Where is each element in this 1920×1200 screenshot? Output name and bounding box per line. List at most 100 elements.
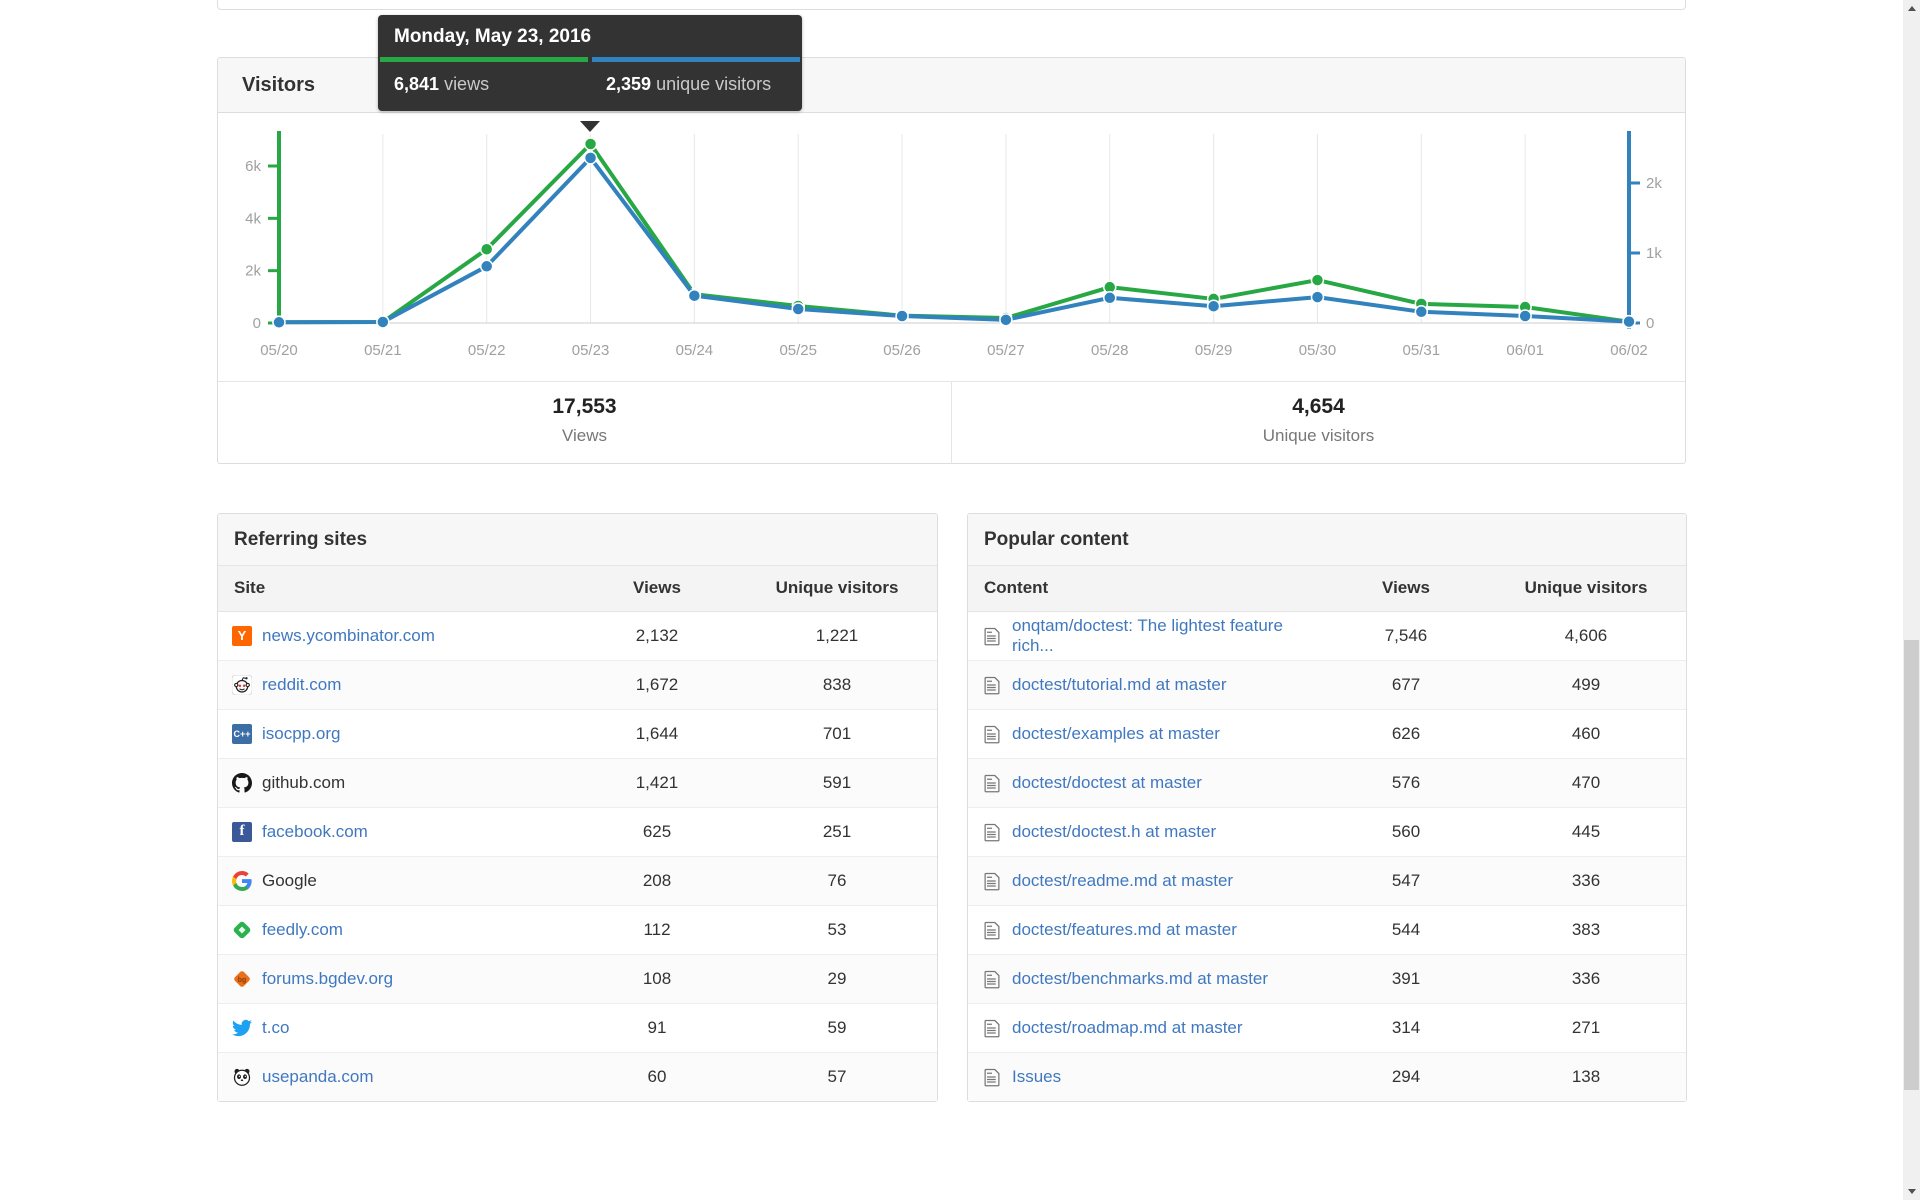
popular-content-row: doctest/tutorial.md at master 677 499 — [968, 659, 1686, 709]
data-point-unique-05/24[interactable] — [687, 288, 702, 303]
popular-content-link[interactable]: onqtam/doctest: The lightest feature ric… — [1012, 615, 1283, 655]
google-icon — [232, 870, 252, 891]
popular-content-link[interactable]: Issues — [1012, 1066, 1062, 1086]
popular-content-title: Popular content — [968, 514, 1686, 566]
scrollbar-down-button[interactable] — [1903, 1183, 1920, 1200]
data-point-views-05/23[interactable] — [583, 137, 598, 151]
popular-content-link[interactable]: doctest/roadmap.md at master — [1012, 1017, 1243, 1037]
popular-content-views: 294 — [1326, 1051, 1486, 1101]
data-point-unique-05/27[interactable] — [999, 313, 1013, 327]
popular-content-link[interactable]: doctest/benchmarks.md at master — [1012, 968, 1269, 988]
popular-content-link[interactable]: doctest/examples at master — [1012, 723, 1220, 743]
facebook-icon: f — [232, 821, 252, 842]
x-axis-label-05/29: 05/29 — [1195, 342, 1233, 359]
popular-content-link[interactable]: doctest/readme.md at master — [1012, 870, 1234, 890]
visitors-card: Visitors 05/20 05/21 05/22 05/23 05/24 05/25 0… — [217, 57, 1686, 464]
data-point-views-05/30[interactable] — [1310, 273, 1325, 287]
summary-views: 17,553 Views — [218, 382, 952, 464]
reddit-icon — [232, 674, 252, 695]
x-axis-label-05/25: 05/25 — [779, 342, 817, 359]
popular-content-views: 576 — [1326, 757, 1486, 807]
isocpp-icon: C++ — [232, 723, 252, 744]
y-axis-left-tick-label: 4k — [245, 210, 261, 227]
x-axis-label-05/24: 05/24 — [676, 342, 714, 359]
referring-site-views: 1,644 — [577, 708, 737, 758]
file-icon — [982, 675, 1002, 695]
popular-content-link[interactable]: doctest/tutorial.md at master — [1012, 674, 1227, 694]
referring-site-name[interactable]: t.co — [262, 1017, 290, 1037]
data-point-unique-05/25[interactable] — [791, 302, 805, 316]
popular-content-unique: 383 — [1486, 904, 1686, 954]
referring-site-name[interactable]: feedly.com — [262, 919, 343, 939]
data-point-unique-05/21[interactable] — [376, 315, 390, 329]
data-point-unique-05/22[interactable] — [479, 259, 494, 274]
popular-content-views: 544 — [1326, 904, 1486, 954]
referring-site-views: 60 — [577, 1051, 737, 1101]
x-axis-label-05/31: 05/31 — [1403, 342, 1441, 359]
referring-site-views: 91 — [577, 1002, 737, 1052]
tooltip-date: Monday, May 23, 2016 — [394, 26, 592, 47]
summary-views-label: Views — [561, 426, 608, 445]
data-point-unique-05/28[interactable] — [1103, 291, 1117, 305]
referring-site-name: Google — [262, 870, 317, 890]
data-point-unique-05/20[interactable] — [272, 315, 286, 330]
popular-content-row: doctest/readme.md at master 547 336 — [968, 855, 1686, 905]
referring-site-name[interactable]: isocpp.org — [262, 723, 341, 743]
scroll-down-icon — [1907, 1189, 1916, 1194]
tooltip-unique: 2,359 unique visitors — [592, 57, 800, 109]
data-point-views-05/22[interactable] — [479, 242, 494, 256]
file-icon — [982, 773, 1002, 793]
referring-site-unique: 701 — [737, 708, 937, 758]
summary-unique-visitors: 4,654 Unique visitors — [952, 382, 1685, 464]
file-icon — [982, 871, 1002, 891]
popular-col-unique: Unique visitors — [1486, 566, 1686, 612]
popular-content-link[interactable]: doctest/doctest at master — [1012, 772, 1202, 792]
referring-site-name[interactable]: usepanda.com — [262, 1066, 374, 1086]
visitors-chart[interactable]: 05/20 05/21 05/22 05/23 05/24 05/25 05/26 05/27… — [218, 114, 1685, 381]
referring-col-unique: Unique visitors — [737, 566, 937, 612]
github-icon — [232, 772, 252, 793]
tooltip-views: 6,841 views — [380, 57, 588, 109]
referring-site-views: 625 — [577, 806, 737, 856]
file-icon — [982, 626, 1002, 646]
data-point-unique-06/01[interactable] — [1518, 309, 1532, 323]
data-point-unique-05/29[interactable] — [1206, 299, 1221, 313]
scrollbar-thumb[interactable] — [1904, 640, 1919, 1090]
referring-site-row: feedly.com 112 53 — [218, 904, 937, 954]
y-axis-left-tick-label: 0 — [253, 315, 261, 332]
data-point-unique-06/02[interactable] — [1622, 314, 1636, 329]
popular-content-unique: 271 — [1486, 1002, 1686, 1052]
popular-content-views: 547 — [1326, 855, 1486, 905]
panda-icon — [232, 1067, 252, 1087]
vertical-scrollbar[interactable] — [1903, 0, 1920, 1200]
popular-content-row: doctest/features.md at master 544 383 — [968, 904, 1686, 954]
popular-content-link[interactable]: doctest/doctest.h at master — [1012, 821, 1217, 841]
referring-site-row: t.co 91 59 — [218, 1002, 937, 1052]
referring-site-name[interactable]: news.ycombinator.com — [262, 625, 435, 645]
y-axis-right-tick-label: 1k — [1646, 245, 1662, 262]
file-icon — [982, 1018, 1002, 1038]
tooltip-views-value: 6,841 — [394, 74, 440, 94]
popular-content-unique: 445 — [1486, 806, 1686, 856]
popular-content-unique: 4,606 — [1564, 625, 1608, 645]
referring-site-name: github.com — [262, 772, 346, 792]
referring-site-name[interactable]: facebook.com — [262, 821, 368, 841]
data-point-unique-05/30[interactable] — [1310, 290, 1325, 304]
data-point-unique-05/26[interactable] — [895, 309, 909, 323]
referring-site-name[interactable]: forums.bgdev.org — [262, 968, 394, 988]
popular-content-unique: 336 — [1486, 953, 1686, 1003]
referring-col-views: Views — [577, 566, 737, 612]
data-point-unique-05/31[interactable] — [1414, 305, 1429, 319]
referring-site-views: 208 — [577, 855, 737, 905]
referring-site-name[interactable]: reddit.com — [262, 674, 342, 694]
x-axis-label-06/02: 06/02 — [1610, 342, 1648, 359]
referring-site-row: f facebook.com 625 251 — [218, 806, 937, 856]
referring-col-site: Site — [218, 566, 577, 612]
data-point-unique-05/23[interactable] — [583, 151, 598, 165]
popular-content-views: 7,546 — [1384, 625, 1428, 645]
scrollbar-up-button[interactable] — [1903, 0, 1920, 17]
referring-site-unique: 53 — [737, 904, 937, 954]
x-axis-label-05/21: 05/21 — [364, 342, 402, 359]
popular-content-link[interactable]: doctest/features.md at master — [1012, 919, 1237, 939]
